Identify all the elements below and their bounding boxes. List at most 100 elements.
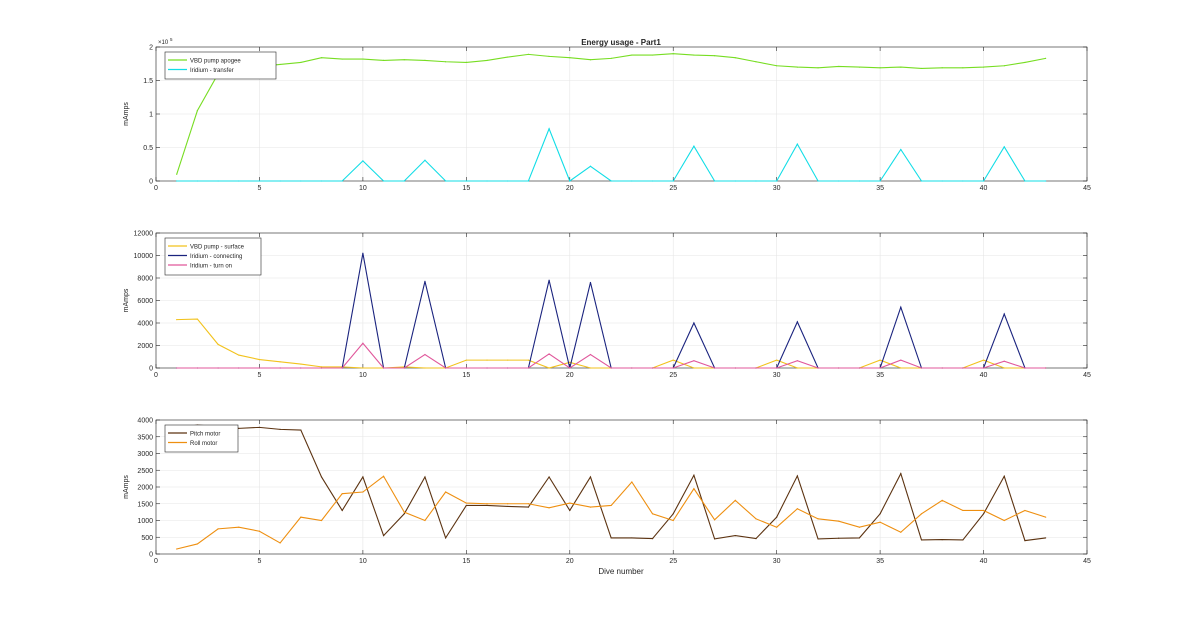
data-point — [569, 361, 571, 363]
data-point — [279, 367, 281, 369]
data-point — [527, 503, 530, 505]
data-point — [714, 538, 716, 540]
data-point — [465, 504, 467, 507]
figure-title: Energy usage - Part1 — [581, 38, 661, 47]
data-point — [217, 528, 219, 530]
data-point — [693, 360, 695, 362]
data-point — [734, 367, 736, 369]
data-point — [610, 367, 612, 369]
data-point — [486, 504, 488, 507]
data-point — [424, 59, 426, 62]
y-tick-label: 2000 — [137, 343, 153, 350]
chart-panel-3: 0 5 10 15 20 25 30 35 40 45 0 500 1000 1500 2000 2500 30… — [123, 418, 1091, 566]
data-point — [672, 180, 674, 182]
data-point — [589, 506, 592, 508]
data-point — [548, 476, 550, 478]
data-point — [507, 367, 509, 369]
data-point — [486, 180, 488, 182]
data-point — [589, 165, 592, 167]
y-tick-label: 3500 — [137, 434, 153, 441]
data-point — [424, 476, 426, 478]
data-point — [941, 538, 943, 541]
data-point — [879, 521, 881, 523]
legend-box — [164, 237, 262, 276]
x-tick-label: 15 — [462, 185, 470, 192]
data-point — [734, 499, 736, 501]
legend-box — [164, 424, 239, 453]
data-point — [589, 59, 592, 61]
data-point — [858, 180, 861, 182]
data-point — [1045, 516, 1047, 518]
data-point — [279, 361, 281, 363]
data-point — [548, 367, 550, 369]
data-point — [341, 493, 343, 495]
data-point — [196, 110, 198, 112]
data-point — [569, 180, 571, 182]
x-tick-label: 25 — [669, 185, 677, 192]
data-point — [320, 366, 323, 368]
data-point — [300, 180, 302, 182]
data-point — [238, 427, 240, 429]
x-tick-label: 15 — [462, 558, 470, 565]
x-tick-label: 0 — [154, 185, 158, 192]
data-point — [548, 353, 550, 355]
x-tick-label: 35 — [876, 185, 884, 192]
data-point — [817, 67, 819, 69]
data-point — [548, 128, 550, 130]
data-point — [920, 180, 923, 182]
data-point — [1003, 360, 1005, 362]
data-point — [300, 363, 302, 365]
data-point — [424, 159, 426, 161]
data-point — [465, 359, 467, 361]
data-point — [900, 359, 902, 361]
data-point — [217, 367, 219, 369]
data-point — [196, 318, 198, 320]
y-tick-label: 3000 — [137, 451, 153, 458]
data-point — [879, 67, 881, 69]
x-tick-label: 35 — [876, 372, 884, 379]
data-point — [238, 526, 240, 528]
y-axis-label: mAmps — [123, 102, 130, 126]
legend-label: Pitch motor — [190, 431, 220, 437]
data-point — [714, 519, 716, 521]
data-point — [465, 180, 467, 182]
data-point — [362, 160, 364, 162]
data-point — [776, 516, 778, 518]
data-point — [382, 367, 385, 369]
data-point — [238, 354, 240, 356]
data-point — [341, 367, 343, 369]
data-point — [445, 180, 447, 182]
x-tick-label: 40 — [980, 185, 988, 192]
data-point — [672, 53, 674, 55]
data-point — [1045, 57, 1047, 59]
data-point — [424, 519, 426, 522]
x-tick-label: 40 — [980, 558, 988, 565]
data-point — [610, 537, 612, 539]
y-tick-label: 1.5 — [143, 78, 153, 85]
data-point — [548, 279, 550, 281]
data-point — [403, 511, 405, 513]
x-tick-label: 25 — [669, 372, 677, 379]
x-tick-label: 5 — [257, 185, 261, 192]
data-point — [796, 508, 798, 510]
x-tick-label: 5 — [257, 558, 261, 565]
data-point — [382, 475, 385, 477]
data-point — [920, 539, 923, 541]
x-tick-label: 30 — [773, 372, 781, 379]
data-point — [817, 518, 819, 520]
data-point — [838, 180, 840, 182]
legend-label: Iridium - connecting — [190, 254, 242, 260]
y-tick-label: 0 — [149, 366, 153, 373]
data-point — [941, 499, 943, 501]
y-tick-label: 500 — [141, 535, 153, 542]
data-point — [403, 59, 405, 61]
data-point — [858, 367, 861, 369]
data-point — [507, 359, 509, 361]
x-tick-label: 35 — [876, 558, 884, 565]
x-tick-label: 15 — [462, 372, 470, 379]
data-point — [858, 537, 861, 539]
data-point — [796, 360, 798, 362]
data-point — [838, 520, 840, 522]
data-point — [1024, 367, 1026, 369]
